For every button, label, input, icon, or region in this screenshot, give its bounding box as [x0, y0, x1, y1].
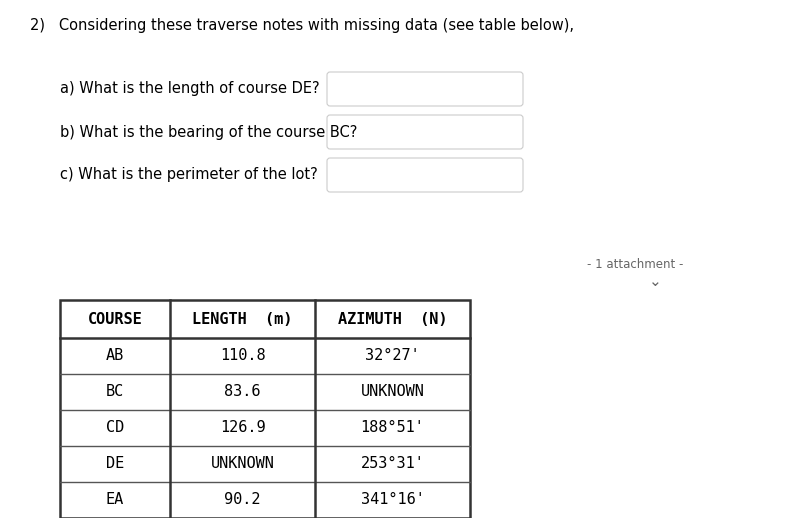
Text: b) What is the bearing of the course BC?: b) What is the bearing of the course BC?	[60, 124, 357, 139]
Text: 126.9: 126.9	[220, 421, 265, 436]
Text: - 1 attachment -: - 1 attachment -	[587, 258, 683, 271]
Text: 83.6: 83.6	[224, 384, 260, 399]
Text: LENGTH  (m): LENGTH (m)	[192, 311, 293, 326]
Text: EA: EA	[106, 493, 124, 508]
Text: COURSE: COURSE	[87, 311, 142, 326]
Text: BC: BC	[106, 384, 124, 399]
Text: 341°16': 341°16'	[360, 493, 424, 508]
Text: 2)   Considering these traverse notes with missing data (see table below),: 2) Considering these traverse notes with…	[30, 18, 574, 33]
Bar	[60, 300, 470, 518]
Text: UNKNOWN: UNKNOWN	[360, 384, 424, 399]
FancyBboxPatch shape	[327, 115, 523, 149]
Text: AZIMUTH  (N): AZIMUTH (N)	[338, 311, 447, 326]
Text: 253°31': 253°31'	[360, 456, 424, 471]
Text: a) What is the length of course DE?: a) What is the length of course DE?	[60, 81, 320, 96]
Text: c) What is the perimeter of the lot?: c) What is the perimeter of the lot?	[60, 167, 318, 182]
Text: CD: CD	[106, 421, 124, 436]
Text: 110.8: 110.8	[220, 349, 265, 364]
Text: AB: AB	[106, 349, 124, 364]
FancyBboxPatch shape	[327, 158, 523, 192]
Text: 90.2: 90.2	[224, 493, 260, 508]
FancyBboxPatch shape	[327, 72, 523, 106]
Text: ⌄: ⌄	[648, 274, 661, 289]
Text: 188°51': 188°51'	[360, 421, 424, 436]
Text: UNKNOWN: UNKNOWN	[211, 456, 275, 471]
Text: DE: DE	[106, 456, 124, 471]
Text: 32°27': 32°27'	[365, 349, 420, 364]
